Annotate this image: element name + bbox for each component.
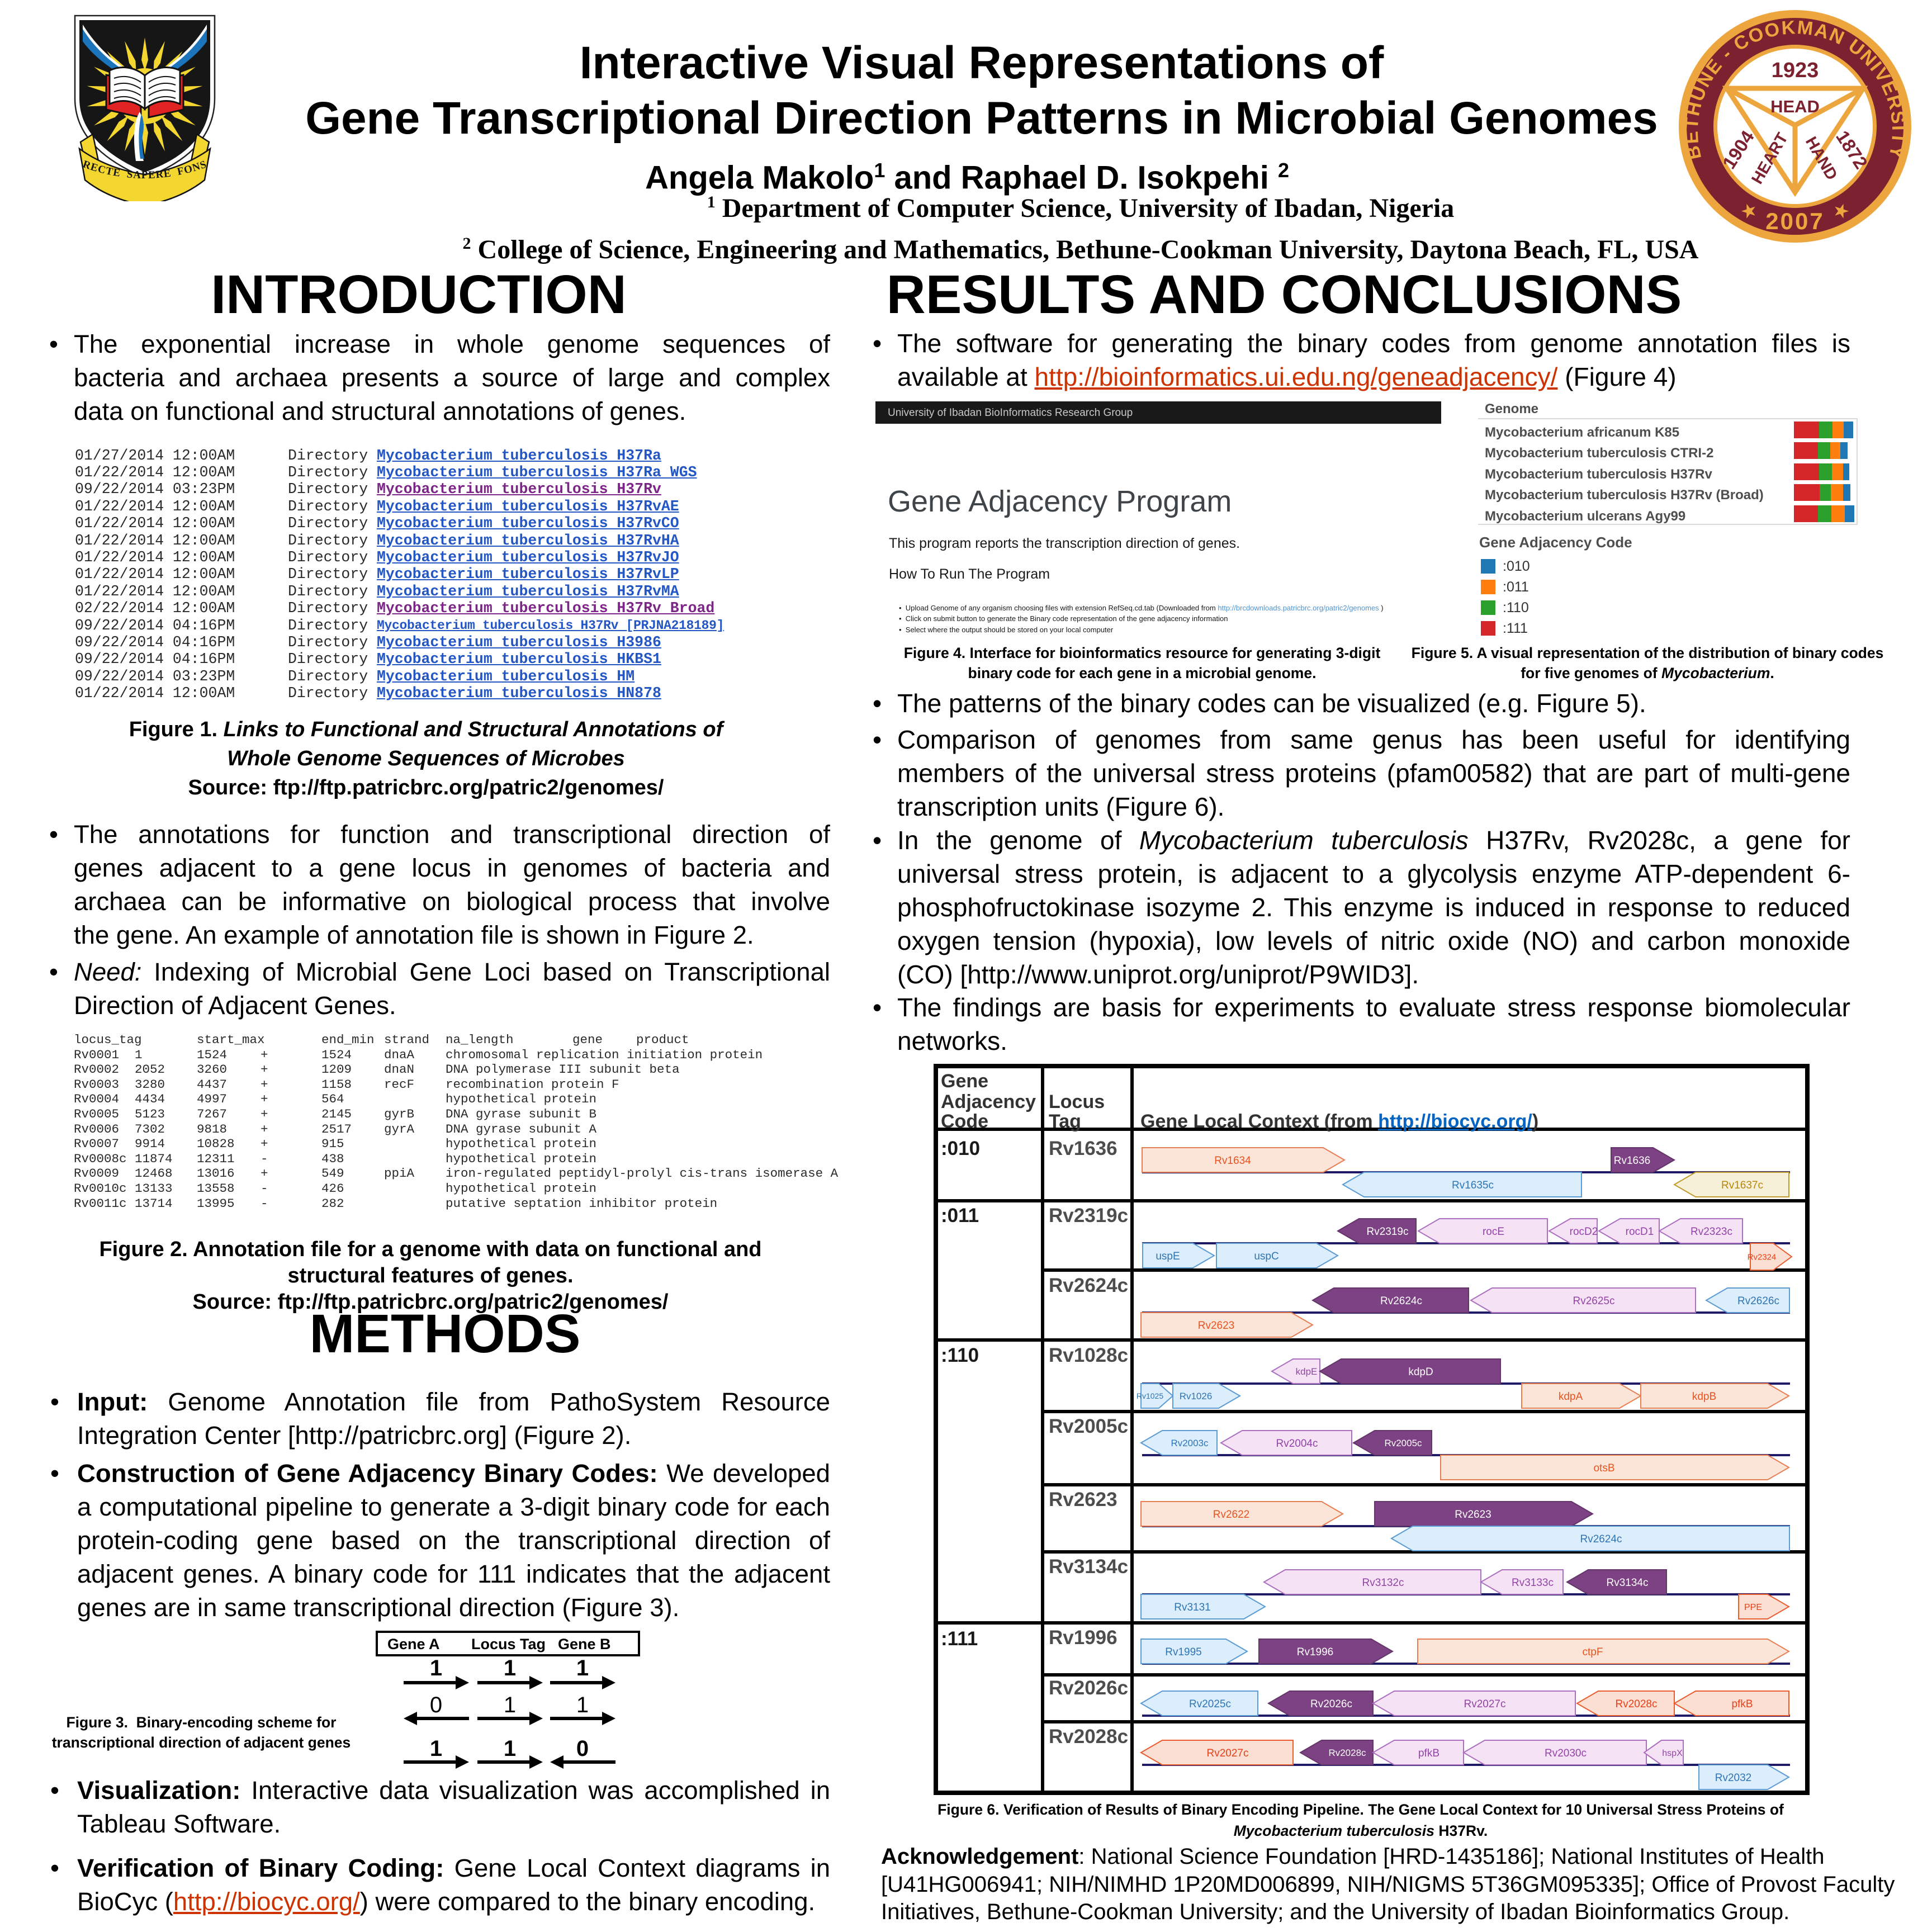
svg-text:Locus: Locus xyxy=(1049,1091,1105,1112)
svg-text:Rv2027c: Rv2027c xyxy=(1207,1748,1249,1759)
svg-text:Rv2623: Rv2623 xyxy=(1049,1489,1117,1510)
svg-text:Rv2624c: Rv2624c xyxy=(1049,1275,1128,1296)
svg-text:Rv1028c: Rv1028c xyxy=(1049,1344,1128,1366)
svg-text:Rv2004c: Rv2004c xyxy=(1276,1438,1318,1450)
svg-text:Rv1025: Rv1025 xyxy=(1137,1391,1163,1400)
svg-text:Rv2323c: Rv2323c xyxy=(1690,1226,1732,1238)
svg-text:Rv2319c: Rv2319c xyxy=(1367,1226,1409,1238)
svg-text:kdpA: kdpA xyxy=(1559,1391,1583,1403)
svg-text:Rv1996: Rv1996 xyxy=(1297,1646,1334,1658)
svg-text:Rv2028c: Rv2028c xyxy=(1049,1726,1128,1748)
svg-text:Rv2028c: Rv2028c xyxy=(1328,1748,1366,1758)
svg-text:rocE: rocE xyxy=(1483,1226,1504,1238)
svg-text:1: 1 xyxy=(576,1693,589,1717)
svg-text:rocD2: rocD2 xyxy=(1570,1226,1598,1238)
svg-text:kdpE: kdpE xyxy=(1296,1366,1318,1377)
svg-text:1: 1 xyxy=(430,1736,442,1761)
svg-text:1: 1 xyxy=(504,1693,516,1717)
svg-text:1: 1 xyxy=(504,1736,516,1761)
svg-text:Rv2624c: Rv2624c xyxy=(1580,1533,1622,1545)
svg-text:Rv1995: Rv1995 xyxy=(1165,1646,1202,1658)
svg-text:Tag: Tag xyxy=(1049,1111,1081,1132)
svg-text:Rv2003c: Rv2003c xyxy=(1171,1438,1209,1448)
svg-text:Rv3132c: Rv3132c xyxy=(1362,1577,1404,1589)
svg-text:pfkB: pfkB xyxy=(1731,1698,1753,1710)
svg-text:Rv2623: Rv2623 xyxy=(1198,1320,1235,1332)
svg-text:uspE: uspE xyxy=(1156,1251,1180,1262)
svg-text:Rv2624c: Rv2624c xyxy=(1380,1295,1422,1307)
svg-text:Rv3133c: Rv3133c xyxy=(1512,1577,1554,1589)
svg-text:Rv2028c: Rv2028c xyxy=(1616,1698,1658,1710)
svg-text:Code: Code xyxy=(941,1111,988,1132)
svg-text:Rv2026c: Rv2026c xyxy=(1049,1677,1128,1699)
svg-text:Rv3134c: Rv3134c xyxy=(1049,1556,1128,1578)
svg-text:1923: 1923 xyxy=(1772,59,1819,82)
svg-text:Rv1026: Rv1026 xyxy=(1180,1391,1213,1401)
svg-text::011: :011 xyxy=(941,1205,979,1227)
svg-text::010: :010 xyxy=(941,1138,980,1159)
svg-text:1: 1 xyxy=(430,1656,442,1680)
svg-text:Rv2622: Rv2622 xyxy=(1213,1509,1250,1521)
svg-text:kdpD: kdpD xyxy=(1408,1366,1433,1378)
svg-text:Rv3131: Rv3131 xyxy=(1174,1602,1211,1613)
svg-text:0: 0 xyxy=(576,1736,589,1761)
svg-text:2007: 2007 xyxy=(1765,208,1824,234)
svg-text:pfkB: pfkB xyxy=(1418,1748,1439,1759)
svg-text:Rv2324: Rv2324 xyxy=(1748,1252,1777,1262)
svg-text:Rv2005c: Rv2005c xyxy=(1384,1438,1422,1448)
svg-text:Rv2030c: Rv2030c xyxy=(1545,1748,1587,1759)
svg-text:Gene Local Context (from http:: Gene Local Context (from http://biocyc.o… xyxy=(1140,1111,1538,1132)
svg-text:Rv1636: Rv1636 xyxy=(1049,1138,1117,1159)
svg-text:1: 1 xyxy=(504,1656,516,1680)
svg-text::111: :111 xyxy=(941,1628,978,1650)
svg-text:Rv2623: Rv2623 xyxy=(1455,1509,1491,1521)
svg-text:Adjacency: Adjacency xyxy=(941,1091,1036,1112)
svg-text:Gene: Gene xyxy=(941,1071,988,1092)
svg-text:Rv3134c: Rv3134c xyxy=(1607,1577,1649,1589)
svg-text:Rv2032: Rv2032 xyxy=(1715,1772,1752,1784)
svg-text:Rv2626c: Rv2626c xyxy=(1737,1295,1779,1307)
svg-text:hspX: hspX xyxy=(1662,1749,1683,1758)
svg-text:Rv2026c: Rv2026c xyxy=(1310,1698,1352,1710)
svg-text:kdpB: kdpB xyxy=(1692,1391,1716,1403)
svg-text:HEAD: HEAD xyxy=(1770,97,1820,116)
svg-text:PPE: PPE xyxy=(1744,1603,1762,1612)
svg-text:Rv1635c: Rv1635c xyxy=(1452,1180,1494,1191)
svg-text:0: 0 xyxy=(430,1693,442,1717)
svg-text:Rv1634: Rv1634 xyxy=(1214,1155,1251,1167)
svg-text::110: :110 xyxy=(941,1344,979,1366)
svg-text:Rv2319c: Rv2319c xyxy=(1049,1205,1128,1227)
svg-text:Rv2625c: Rv2625c xyxy=(1573,1295,1615,1307)
svg-text:Rv1636: Rv1636 xyxy=(1614,1155,1651,1167)
svg-text:Rv2005c: Rv2005c xyxy=(1049,1415,1128,1437)
svg-text:Rv1996: Rv1996 xyxy=(1049,1627,1117,1649)
svg-text:ctpF: ctpF xyxy=(1583,1646,1603,1658)
svg-text:Rv1637c: Rv1637c xyxy=(1721,1180,1763,1191)
svg-text:1: 1 xyxy=(576,1656,589,1680)
svg-text:otsB: otsB xyxy=(1593,1462,1614,1474)
svg-text:uspC: uspC xyxy=(1254,1251,1278,1262)
svg-text:rocD1: rocD1 xyxy=(1626,1226,1654,1238)
svg-text:Rv2025c: Rv2025c xyxy=(1189,1698,1231,1710)
svg-text:Rv2027c: Rv2027c xyxy=(1464,1698,1506,1710)
